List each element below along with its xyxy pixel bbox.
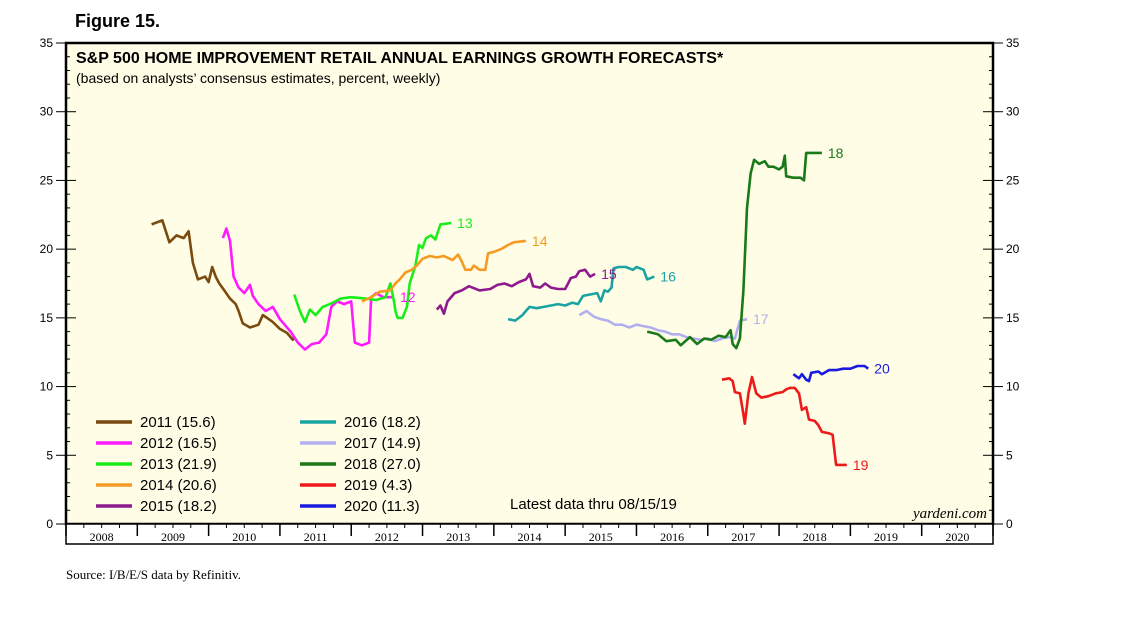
x-tick-label: 2019 (874, 530, 898, 544)
series-end-labels: 12 13 14 15 16 17 18 19 20 (400, 145, 890, 473)
y-tick-label-left: 25 (40, 173, 54, 187)
y-tick-label-right: 10 (1006, 380, 1020, 394)
series-line-2014 (361, 239, 527, 303)
y-tick-label-left: 20 (40, 242, 54, 256)
y-tick-label-right: 20 (1006, 242, 1020, 256)
y-tick-label-right: 15 (1006, 311, 1020, 325)
y-tick-label-right: 30 (1006, 105, 1020, 119)
x-tick-label: 2012 (375, 530, 399, 544)
series-end-label: 17 (753, 311, 769, 327)
series-line-2019 (721, 375, 847, 467)
legend-label: 2014 (20.6) (140, 477, 217, 494)
y-tick-label-left: 10 (40, 380, 54, 394)
series-line-2017 (578, 309, 748, 343)
series-end-label: 12 (400, 289, 416, 305)
x-tick-label: 2013 (446, 530, 470, 544)
x-tick-label: 2008 (90, 530, 114, 544)
legend-label: 2017 (14.9) (344, 435, 421, 452)
x-axis: 2008 2009 2010 2011 2012 2013 2014 2015 2016 2017… (65, 524, 994, 544)
series-line-2012 (221, 227, 394, 351)
legend-label: 2013 (21.9) (140, 456, 217, 473)
x-tick-label: 2010 (232, 530, 256, 544)
legend-label: 2020 (11.3) (344, 498, 420, 515)
legend: 2011 (15.6) 2012 (16.5) 2013 (21.9) 2014 (2… (96, 414, 421, 515)
series-end-label: 16 (660, 269, 676, 285)
latest-data-annotation: Latest data thru 08/15/19 (510, 496, 677, 513)
y-tick-label-left: 0 (46, 517, 53, 531)
series-line-2016 (507, 265, 655, 322)
series-line-2015 (435, 268, 596, 315)
series-line-2020 (792, 364, 869, 383)
series-line-2011 (151, 219, 296, 342)
series-line-2013 (292, 221, 452, 324)
series-end-label: 19 (853, 457, 869, 473)
y-tick-label-right: 35 (1006, 36, 1020, 50)
legend-label: 2015 (18.2) (140, 498, 217, 515)
y-tick-label-left: 35 (40, 36, 54, 50)
y-tick-label-left: 30 (40, 105, 54, 119)
legend-label: 2019 (4.3) (344, 477, 412, 494)
x-tick-label: 2015 (589, 530, 613, 544)
series-end-label: 18 (828, 145, 844, 161)
x-tick-label: 2017 (731, 530, 755, 544)
series-end-label: 14 (532, 233, 548, 249)
series-lines (151, 151, 869, 467)
y-axis: 0 0 5 5 10 10 15 15 20 20 25 25 30 30 35 35 (40, 36, 1020, 531)
chart-title: S&P 500 HOME IMPROVEMENT RETAIL ANNUAL E… (76, 50, 724, 67)
y-tick-label-right: 0 (1006, 517, 1013, 531)
x-tick-label: 2020 (945, 530, 969, 544)
x-tick-label: 2009 (161, 530, 185, 544)
y-tick-label-right: 5 (1006, 448, 1013, 462)
series-end-label: 15 (601, 266, 617, 282)
legend-label: 2018 (27.0) (344, 456, 421, 473)
series-line-2018 (646, 151, 822, 350)
chart-subtitle: (based on analysts’ consensus estimates,… (76, 70, 440, 86)
legend-label: 2012 (16.5) (140, 435, 217, 452)
series-end-label: 13 (457, 215, 473, 231)
x-tick-label: 2011 (304, 530, 328, 544)
legend-label: 2016 (18.2) (344, 414, 421, 431)
x-tick-label: 2018 (803, 530, 827, 544)
y-tick-label-left: 15 (40, 311, 54, 325)
x-tick-label: 2016 (660, 530, 684, 544)
x-tick-label: 2014 (518, 530, 542, 544)
figure-label: Figure 15. (75, 11, 161, 31)
y-tick-label-left: 5 (46, 448, 53, 462)
source-note: Source: I/B/E/S data by Refinitiv. (66, 567, 241, 582)
y-tick-label-right: 25 (1006, 173, 1020, 187)
watermark: yardeni.com (911, 506, 987, 522)
legend-label: 2011 (15.6) (140, 414, 216, 431)
series-end-label: 20 (874, 361, 890, 377)
